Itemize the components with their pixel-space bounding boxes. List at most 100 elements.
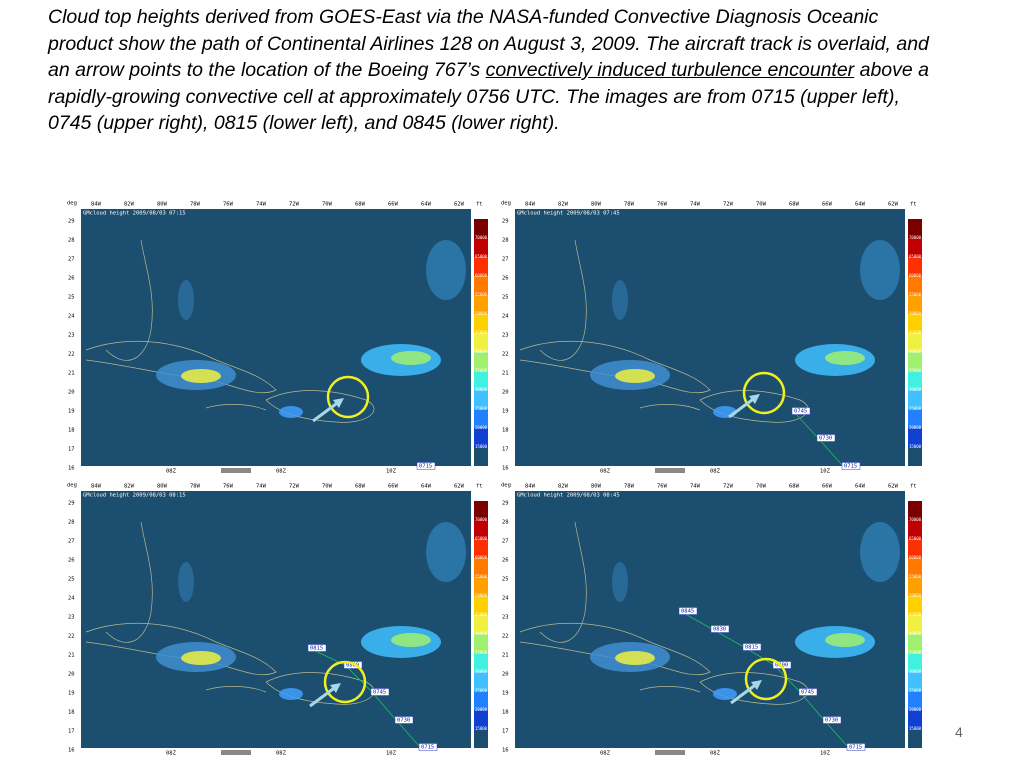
colorbar-swatch <box>908 653 922 672</box>
colorbar-label: 55000 <box>909 292 922 297</box>
lon-label: 72W <box>289 484 300 490</box>
track-label: 0730 <box>825 718 838 724</box>
clouds <box>156 522 466 700</box>
lon-label: 74W <box>690 202 701 208</box>
colorbar-label: 35000 <box>909 650 922 655</box>
colorbar-swatch <box>908 333 922 352</box>
track-label-box <box>791 407 811 415</box>
lon-label: 62W <box>454 202 465 208</box>
lat-label: 16 <box>502 748 509 754</box>
lon-label: 70W <box>756 484 767 490</box>
colorbar-swatch <box>474 710 488 729</box>
page-number: 4 <box>955 724 963 740</box>
lat-label: 19 <box>502 691 509 697</box>
caption-text: Cloud top heights derived from GOES-East… <box>48 6 929 81</box>
arrow-shaft <box>728 395 757 419</box>
track-label: 0830 <box>713 627 726 633</box>
track-label-box <box>816 434 836 442</box>
lon-label: 84W <box>91 202 102 208</box>
colorbar-swatch <box>474 428 488 447</box>
colorbar-label: 40000 <box>909 349 922 354</box>
colorbar-label: 25000 <box>475 406 488 411</box>
colorbar-label: 50000 <box>475 593 488 598</box>
colorbar-swatch <box>908 314 922 333</box>
clouds <box>590 522 900 700</box>
track-label: 0715 <box>419 464 432 470</box>
time-label: 10Z <box>820 469 831 475</box>
lat-label: 21 <box>68 653 75 659</box>
track-label-box <box>710 625 730 633</box>
map <box>81 209 471 466</box>
lon-label: 64W <box>421 202 432 208</box>
lat-label: 23 <box>502 615 509 621</box>
colorbar-label: 45000 <box>475 612 488 617</box>
colorbar-swatch <box>474 691 488 710</box>
colorbar-swatch <box>908 710 922 729</box>
colorbar-label: 30000 <box>909 387 922 392</box>
colorbar-swatch <box>908 276 922 295</box>
coastline <box>639 686 701 693</box>
coastline <box>105 239 153 361</box>
colorbar-label: 35000 <box>475 650 488 655</box>
lat-label: 17 <box>502 729 509 735</box>
colorbar-label: 35000 <box>909 368 922 373</box>
track-label: 0715 <box>849 745 862 751</box>
colorbar-swatch <box>474 653 488 672</box>
colorbar-label: 65000 <box>909 536 922 541</box>
time-label: 08Z <box>600 751 611 757</box>
cloud <box>713 688 737 700</box>
colorbar-label: 55000 <box>475 292 488 297</box>
coastline <box>105 521 153 643</box>
time-label: 10Z <box>386 469 397 475</box>
lon-label: 68W <box>355 484 366 490</box>
lon-label: 66W <box>388 484 399 490</box>
lon-label: 62W <box>888 484 899 490</box>
colorbar-swatch <box>908 371 922 390</box>
track-label-box <box>841 462 861 470</box>
panel-header: GMcloud height 2009/08/03 07:45 <box>517 211 620 217</box>
lat-label: 23 <box>68 615 75 621</box>
lon-label: 64W <box>421 484 432 490</box>
track-label: 0815 <box>310 646 323 652</box>
colorbar-label: 50000 <box>475 311 488 316</box>
encounter-circle <box>742 371 786 415</box>
encounter-circle <box>326 375 370 419</box>
caption-text: above a rapidly-growing convective cell … <box>48 59 929 134</box>
colorbar-swatch <box>474 371 488 390</box>
lon-label: 72W <box>723 202 734 208</box>
map-panel: deg 84W 82W 80W 78W 76W 74W 72W 70W 68W 66W 64W 62W 2… <box>66 482 491 756</box>
colorbar-swatch <box>474 295 488 314</box>
lat-label: 23 <box>68 333 75 339</box>
colorbar-swatch <box>908 238 922 257</box>
lat-label: 26 <box>502 276 509 282</box>
panel-header: GMcloud height 2009/08/03 07:15 <box>83 211 186 217</box>
track-label: 0730 <box>397 718 410 724</box>
colorbar-swatch <box>474 314 488 333</box>
panel-header: GMcloud height 2009/08/03 08:45 <box>517 493 620 499</box>
lat-label: 20 <box>68 672 75 678</box>
colorbar-label: 15000 <box>475 444 488 449</box>
cloud <box>825 633 865 647</box>
track-label-box <box>394 716 414 724</box>
cloud <box>181 651 221 665</box>
lon-label: 80W <box>157 484 168 490</box>
cloud <box>615 651 655 665</box>
track-label: 0815 <box>745 645 758 651</box>
colorbar-label: 60000 <box>909 273 922 278</box>
colorbar-swatch <box>908 447 922 466</box>
lat-label: 24 <box>68 596 75 602</box>
colorbar-label: 45000 <box>475 330 488 335</box>
unit-label: ft <box>910 202 917 208</box>
lat-label: 24 <box>502 314 509 320</box>
lon-label: 68W <box>789 202 800 208</box>
colorbar-swatch <box>474 333 488 352</box>
lon-label: 68W <box>789 484 800 490</box>
colorbar-swatch <box>474 501 488 520</box>
cloud <box>615 369 655 383</box>
lat-label: 16 <box>502 466 509 472</box>
track-label: 0845 <box>681 609 694 615</box>
lon-label: 82W <box>124 484 135 490</box>
lon-label: 74W <box>690 484 701 490</box>
lon-label: 66W <box>388 202 399 208</box>
colorbar-swatch <box>474 238 488 257</box>
